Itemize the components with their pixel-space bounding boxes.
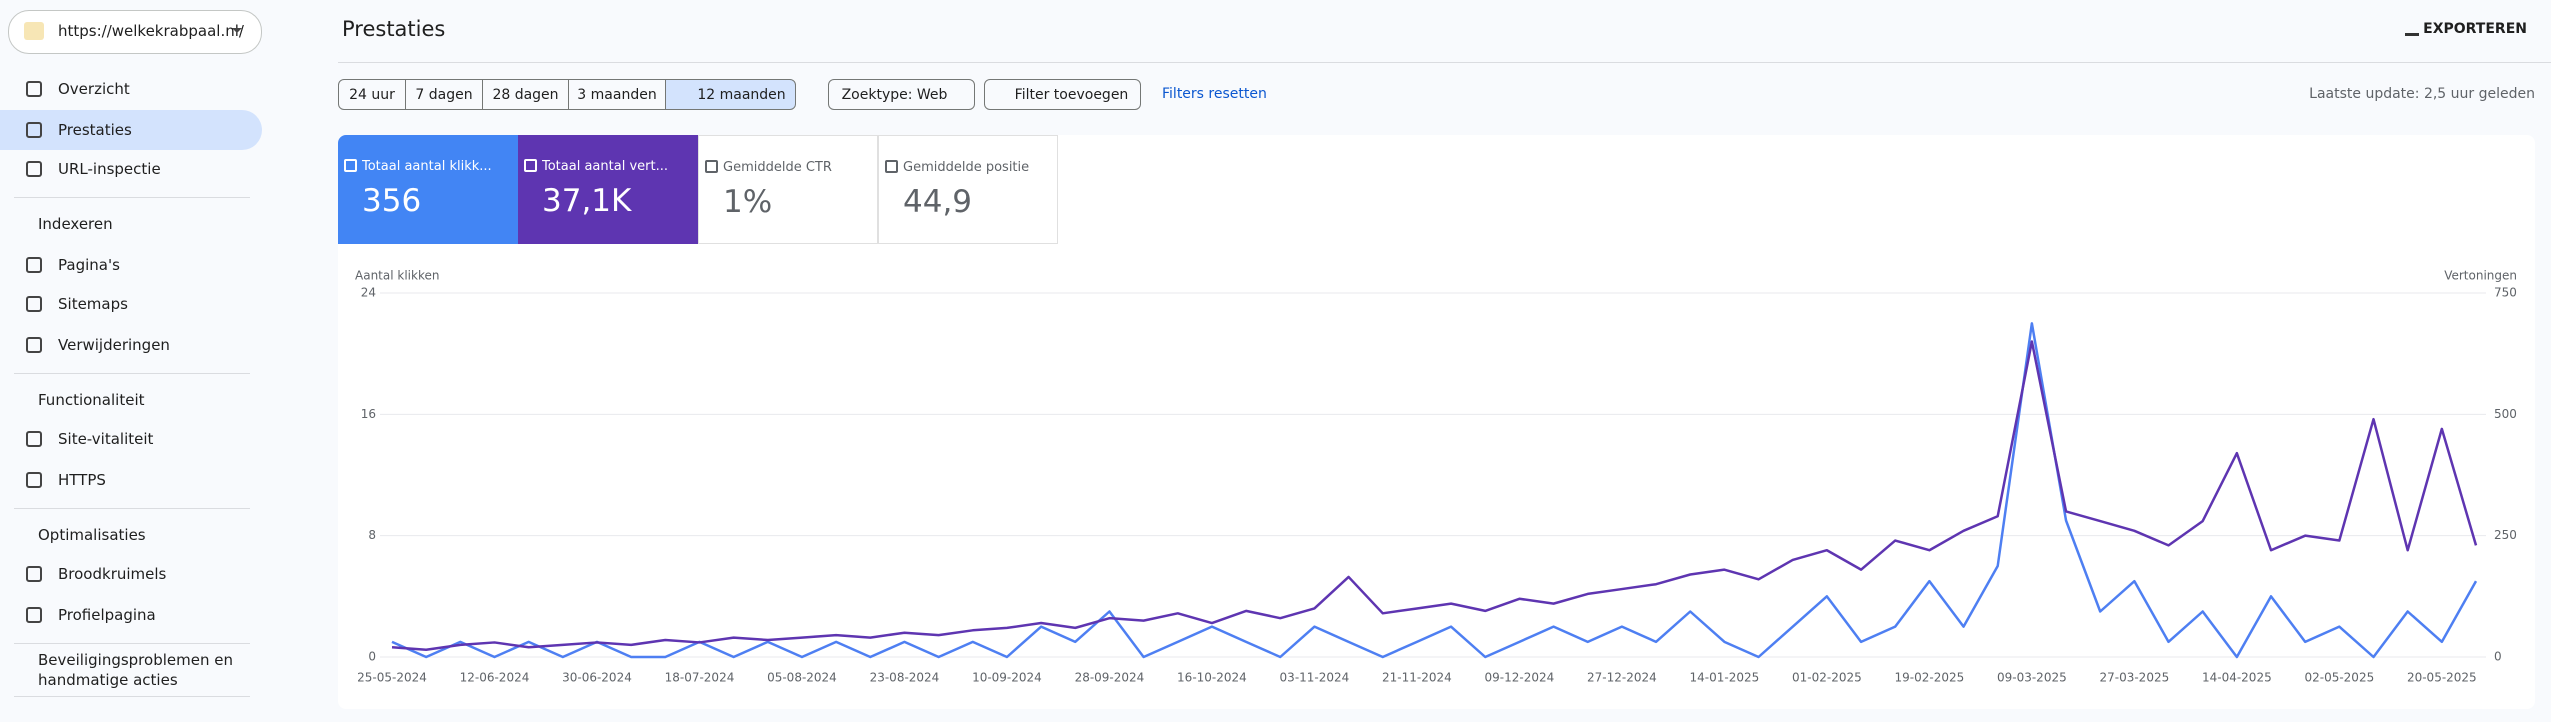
divider xyxy=(14,373,250,374)
x-tick-label: 20-05-2025 xyxy=(2407,671,2477,685)
nav-item[interactable]: HTTPS xyxy=(58,471,106,489)
y-tick-label: 0 xyxy=(368,650,376,664)
active-nav-pill xyxy=(0,110,262,150)
card-value: 356 xyxy=(362,183,422,219)
card-label: Gemiddelde CTR xyxy=(723,160,832,175)
series-line xyxy=(391,322,2478,659)
x-tick-label: 21-11-2024 xyxy=(1382,671,1452,685)
nav-icon xyxy=(26,122,42,138)
nav-item[interactable]: Verwijderingen xyxy=(58,336,170,354)
nav-item[interactable]: Prestaties xyxy=(58,121,132,139)
x-tick-label: 18-07-2024 xyxy=(665,671,735,685)
x-tick-label: 12-06-2024 xyxy=(460,671,530,685)
site-url: https://welkekrabpaal.nl/ xyxy=(58,22,244,40)
metric-card[interactable]: Gemiddelde CTR 1% xyxy=(698,135,878,244)
nav-icon xyxy=(26,81,42,97)
nav-icon xyxy=(26,607,42,623)
x-tick-label: 30-06-2024 xyxy=(562,671,632,685)
x-tick-label: 03-11-2024 xyxy=(1280,671,1350,685)
nav-item[interactable]: Broodkruimels xyxy=(58,565,167,583)
divider xyxy=(14,508,250,509)
divider xyxy=(14,643,250,644)
metric-card[interactable]: Gemiddelde positie 44,9 xyxy=(878,135,1058,244)
nav-icon xyxy=(26,257,42,273)
checkbox[interactable] xyxy=(705,160,718,173)
add-filter[interactable]: Filter toevoegen xyxy=(984,79,1141,110)
x-tick-label: 05-08-2024 xyxy=(767,671,837,685)
divider xyxy=(14,696,250,697)
checkbox[interactable] xyxy=(524,159,537,172)
y-tick-label: 8 xyxy=(368,528,376,542)
x-tick-label: 10-09-2024 xyxy=(972,671,1042,685)
x-tick-label: 14-01-2025 xyxy=(1690,671,1760,685)
nav-icon xyxy=(26,566,42,582)
x-tick-label: 09-12-2024 xyxy=(1485,671,1555,685)
checkbox[interactable] xyxy=(344,159,357,172)
card-value: 44,9 xyxy=(903,184,973,220)
y2-axis-title: Vertoningen xyxy=(2444,269,2517,283)
x-tick-label: 01-02-2025 xyxy=(1792,671,1862,685)
nav-item[interactable]: URL-inspectie xyxy=(58,160,161,178)
series-line xyxy=(391,340,2478,651)
card-label: Totaal aantal klikk... xyxy=(362,159,492,174)
y-axis-title: Aantal klikken xyxy=(355,269,439,283)
metric-card[interactable]: Totaal aantal vert... 37,1K xyxy=(518,135,698,244)
nav-icon xyxy=(26,161,42,177)
nav-icon xyxy=(26,337,42,353)
export-icon xyxy=(2405,20,2419,36)
x-tick-label: 23-08-2024 xyxy=(870,671,940,685)
checkbox[interactable] xyxy=(885,160,898,173)
y2-tick-label: 500 xyxy=(2494,407,2517,421)
page-title: Prestaties xyxy=(342,17,446,41)
x-tick-label: 09-03-2025 xyxy=(1997,671,2067,685)
nav-section[interactable]: Functionaliteit xyxy=(38,391,145,409)
nav-icon xyxy=(26,472,42,488)
card-value: 37,1K xyxy=(542,183,632,219)
chart-panel xyxy=(338,135,2535,709)
nav-item[interactable]: Overzicht xyxy=(58,80,130,98)
site-icon xyxy=(24,22,44,40)
x-tick-label: 16-10-2024 xyxy=(1177,671,1247,685)
x-tick-label: 25-05-2024 xyxy=(357,671,427,685)
site-caret xyxy=(232,28,242,38)
y2-tick-label: 250 xyxy=(2494,528,2517,542)
y2-tick-label: 0 xyxy=(2494,650,2502,664)
nav-item[interactable]: Site-vitaliteit xyxy=(58,430,154,448)
card-label: Gemiddelde positie xyxy=(903,160,1030,175)
search-type[interactable]: Zoektype: Web xyxy=(828,79,975,110)
nav-item[interactable]: Sitemaps xyxy=(58,295,128,313)
card-value: 1% xyxy=(723,184,773,220)
export-button[interactable]: EXPORTEREN xyxy=(2423,21,2527,37)
nav-section[interactable]: Beveiligingsproblemen en handmatige acti… xyxy=(38,651,233,689)
y-tick-label: 16 xyxy=(361,407,376,421)
x-tick-label: 28-09-2024 xyxy=(1075,671,1145,685)
x-tick-label: 19-02-2025 xyxy=(1895,671,1965,685)
range-button-selected[interactable]: 12 maanden xyxy=(665,79,796,110)
x-tick-label: 27-03-2025 xyxy=(2099,671,2169,685)
metric-card[interactable]: Totaal aantal klikk... 356 xyxy=(338,135,518,244)
divider xyxy=(14,197,250,198)
x-tick-label: 27-12-2024 xyxy=(1587,671,1657,685)
nav-icon xyxy=(26,296,42,312)
header-divider xyxy=(338,62,2551,63)
nav-section[interactable]: Indexeren xyxy=(38,215,113,233)
y2-tick-label: 750 xyxy=(2494,286,2517,300)
last-update: Laatste update: 2,5 uur geleden xyxy=(2309,86,2535,102)
card-label: Totaal aantal vert... xyxy=(542,159,668,174)
nav-icon xyxy=(26,431,42,447)
nav-item[interactable]: Profielpagina xyxy=(58,606,156,624)
nav-item[interactable]: Pagina's xyxy=(58,256,120,274)
nav-section[interactable]: Optimalisaties xyxy=(38,526,146,544)
reset-filters[interactable]: Filters resetten xyxy=(1162,86,1267,102)
x-tick-label: 02-05-2025 xyxy=(2304,671,2374,685)
y-tick-label: 24 xyxy=(361,286,376,300)
x-tick-label: 14-04-2025 xyxy=(2202,671,2272,685)
site-selector[interactable] xyxy=(8,10,262,54)
